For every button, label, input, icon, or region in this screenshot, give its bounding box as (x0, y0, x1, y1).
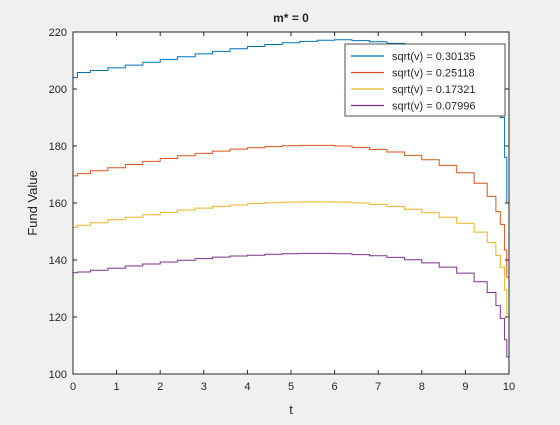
legend-label-1: sqrt(v) = 0.30135 (392, 51, 475, 63)
x-tick-label: 2 (157, 381, 163, 393)
legend: sqrt(v) = 0.30135 sqrt(v) = 0.25118 sqrt(v… (344, 43, 506, 117)
x-tick-label: 9 (462, 381, 468, 393)
chart-title: m* = 0 (273, 11, 309, 25)
y-tick-label: 140 (49, 255, 67, 267)
y-tick-label: 100 (49, 369, 67, 381)
series-line-4 (73, 252, 510, 372)
x-tick-label: 4 (244, 381, 250, 393)
y-axis-ticks: 100 120 140 160 180 200 220 (49, 27, 509, 381)
x-tick-label: 5 (288, 381, 294, 393)
x-axis-label: t (289, 402, 293, 417)
series-line-3 (73, 201, 510, 372)
legend-label-3: sqrt(v) = 0.17321 (392, 84, 475, 96)
x-axis-ticks: 0 1 2 3 4 5 6 7 8 9 10 (70, 32, 515, 393)
x-tick-label: 1 (114, 381, 120, 393)
x-tick-label: 7 (375, 381, 381, 393)
y-tick-label: 180 (49, 141, 67, 153)
series-line-2 (73, 144, 510, 372)
y-tick-label: 220 (49, 27, 67, 39)
legend-label-2: sqrt(v) = 0.25118 (392, 68, 475, 80)
legend-label-4: sqrt(v) = 0.07996 (392, 101, 475, 113)
x-tick-label: 6 (332, 381, 338, 393)
x-tick-label: 10 (503, 381, 515, 393)
y-tick-label: 120 (49, 312, 67, 324)
x-tick-label: 0 (70, 381, 76, 393)
y-axis-label: Fund Value (25, 170, 40, 236)
y-tick-label: 200 (49, 84, 67, 96)
y-tick-label: 160 (49, 198, 67, 210)
x-tick-label: 8 (419, 381, 425, 393)
x-tick-label: 3 (201, 381, 207, 393)
